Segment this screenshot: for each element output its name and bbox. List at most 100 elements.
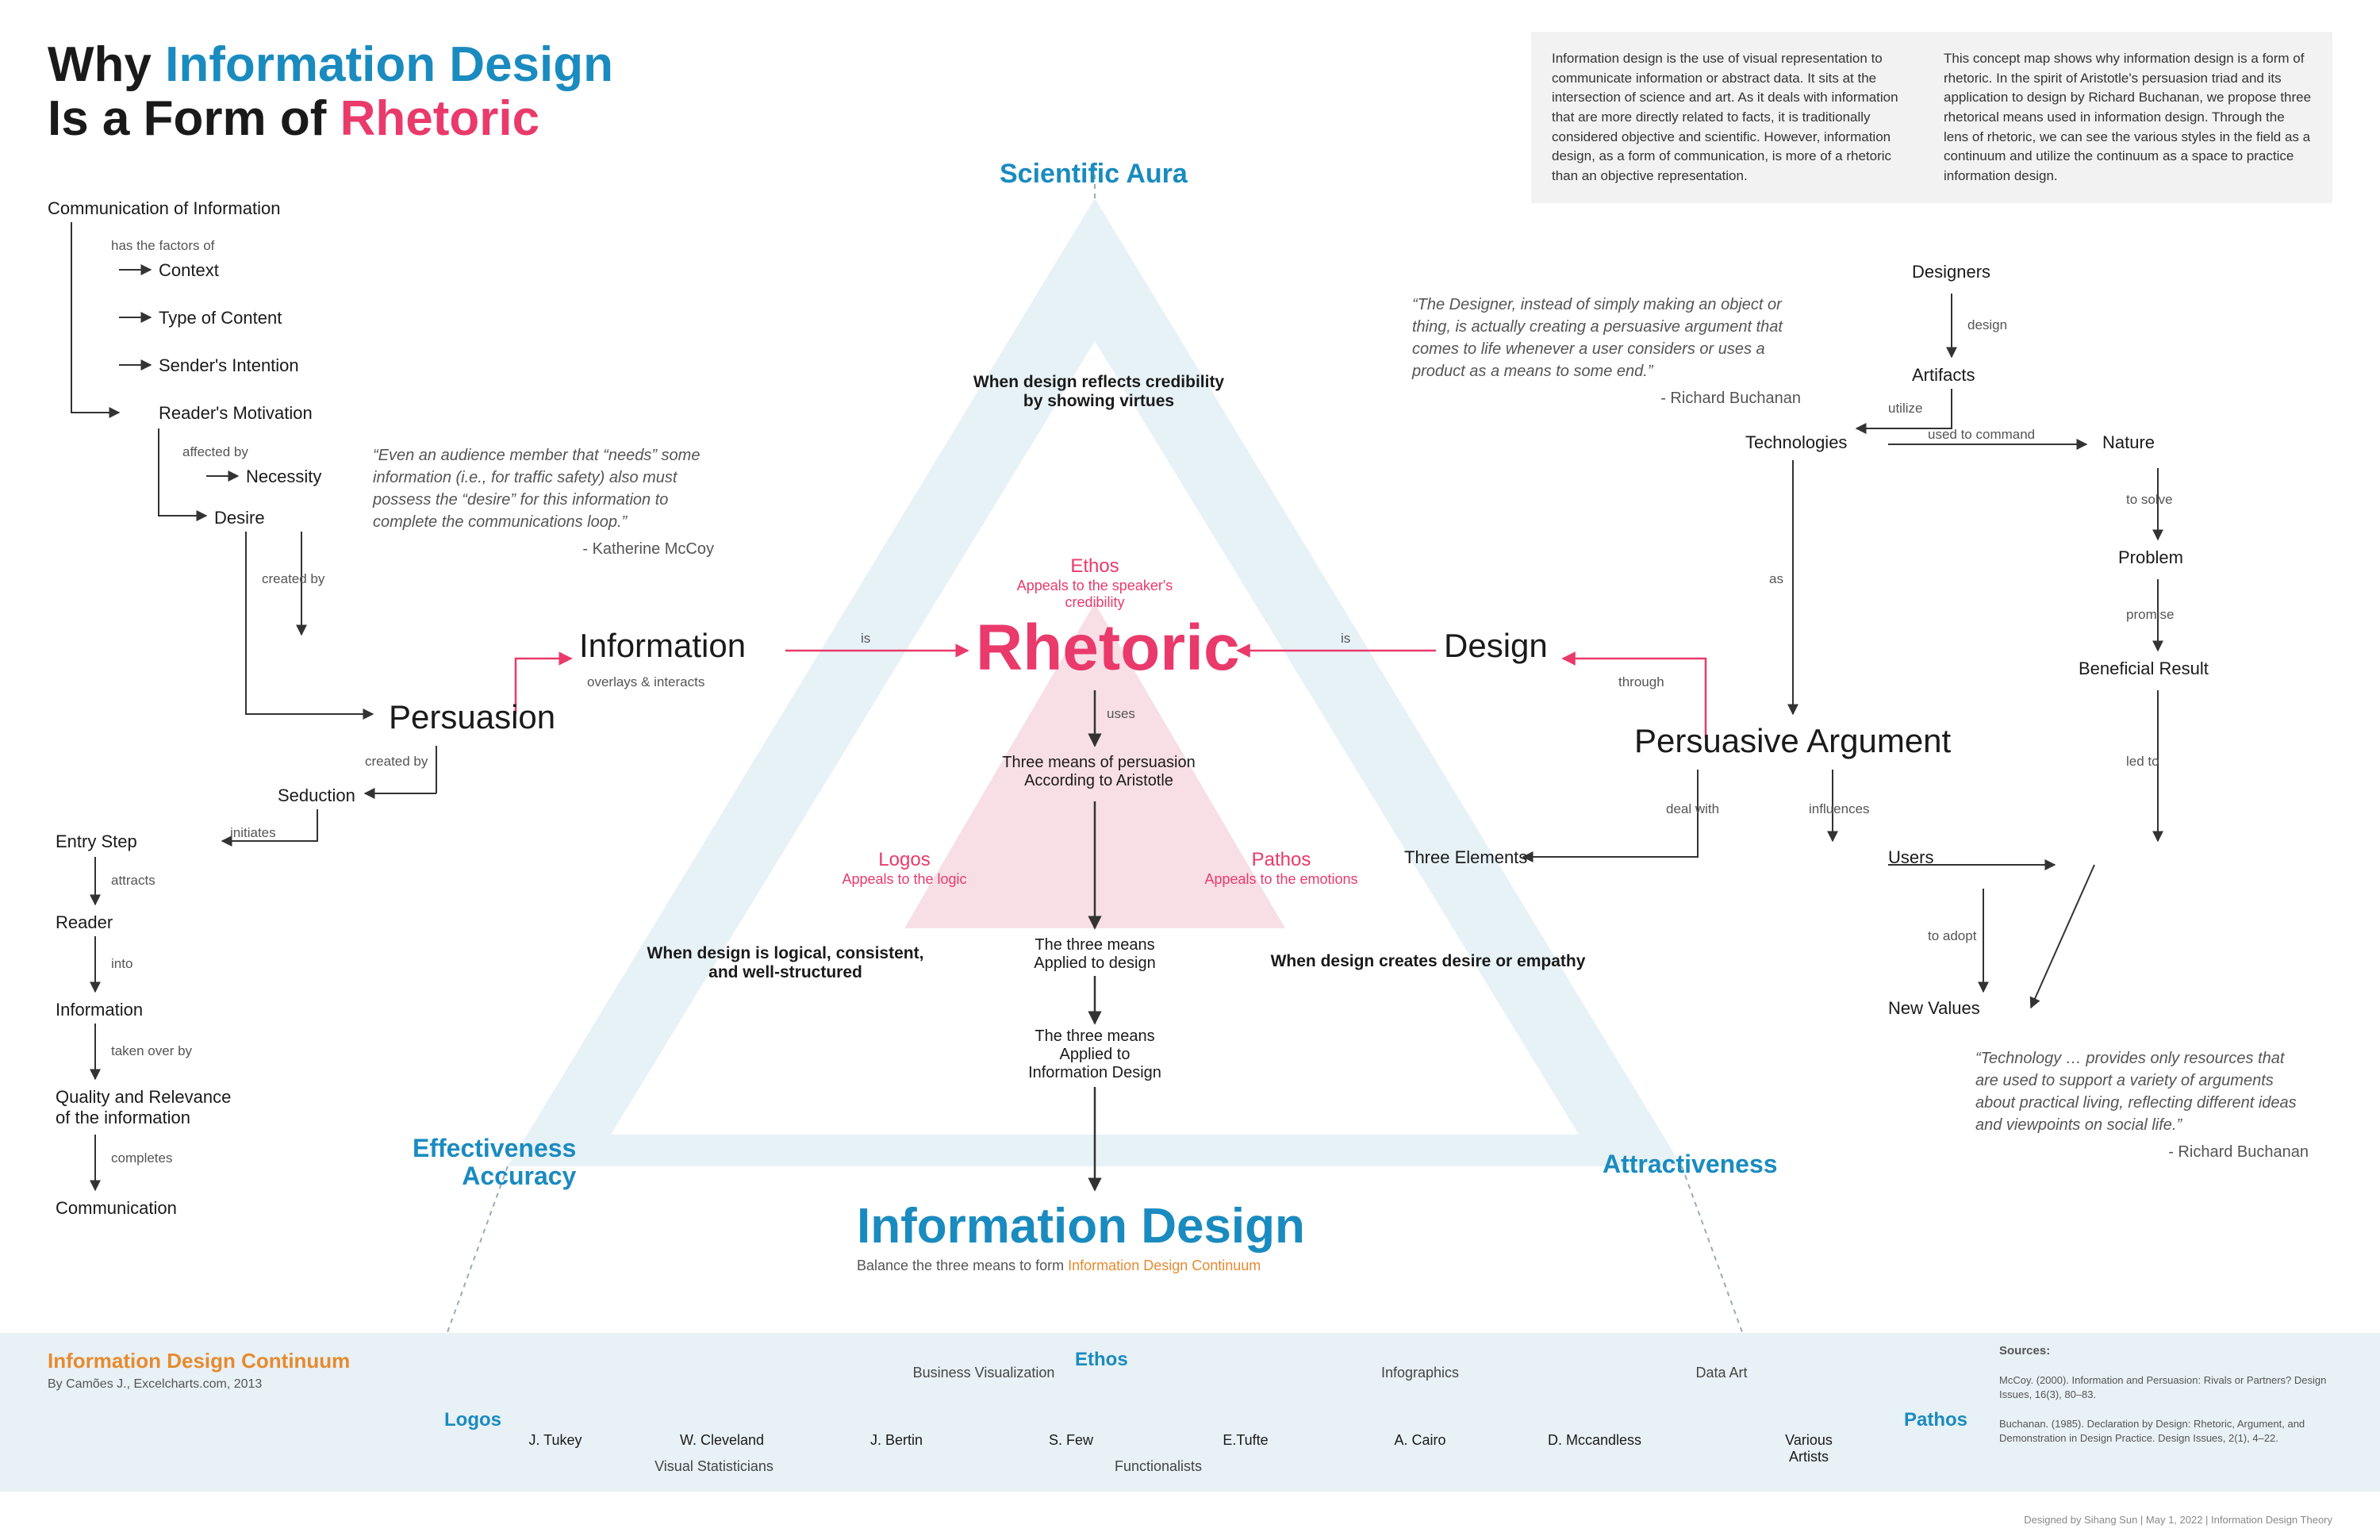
rf-3el: Three Elements — [1404, 847, 1527, 868]
t2b: Rhetoric — [340, 91, 539, 146]
rhetoric: Rhetoric — [976, 611, 1240, 686]
intro-col1: Information design is the use of visual … — [1552, 49, 1920, 186]
cn0: J. Tukey — [528, 1432, 582, 1449]
virtue-right: When design creates desire or empathy — [1261, 952, 1595, 971]
lf-over: overlays & interacts — [587, 674, 704, 690]
q-b1-attr: - Richard Buchanan — [1412, 387, 1801, 409]
t2a: Is a Form of — [48, 91, 340, 146]
lf-info2: Information — [56, 1000, 143, 1020]
ethos-s: Appeals to the speaker's credibility — [1015, 578, 1174, 611]
rf-as: as — [1769, 571, 1783, 587]
q-b2-attr: - Richard Buchanan — [1975, 1141, 2309, 1163]
lf-cb1: created by — [262, 571, 324, 587]
gt1: Infographics — [1381, 1365, 1459, 1381]
node-information: Information — [579, 627, 746, 665]
gt2: Data Art — [1695, 1365, 1747, 1381]
rf-newval: New Values — [1888, 998, 1980, 1019]
src-head: Sources: — [1999, 1344, 2050, 1358]
rf-users: Users — [1888, 847, 1933, 868]
node-design: Design — [1444, 627, 1548, 665]
lf-into: into — [111, 956, 132, 972]
lf-nec: Necessity — [246, 467, 321, 487]
rf-promise: promise — [2126, 607, 2174, 623]
lf-taken: taken over by — [111, 1043, 192, 1059]
gt0: Business Visualization — [913, 1365, 1055, 1381]
quote-buch2: “Technology … provides only resources th… — [1975, 1047, 2309, 1163]
src1: McCoy. (2000). Information and Persuasio… — [1999, 1374, 2326, 1400]
virtue-left: When design is logical, consistent, and … — [635, 944, 936, 982]
lf-entry: Entry Step — [56, 831, 137, 852]
lf-f3: Reader's Motivation — [159, 403, 313, 424]
lf-init: initiates — [230, 825, 276, 841]
bal-a: Balance the three means to form — [857, 1258, 1068, 1273]
pathos-s: Appeals to the emotions — [1190, 871, 1372, 888]
cn7: Various Artists — [1785, 1432, 1833, 1465]
sources: Sources: McCoy. (2000). Information and … — [1999, 1342, 2332, 1446]
lf-des: Desire — [214, 508, 265, 528]
rf-tech: Technologies — [1745, 432, 1847, 453]
cn2: J. Bertin — [870, 1432, 923, 1449]
applied-design: The three means Applied to design — [1015, 936, 1174, 973]
tri-left: Effectiveness Accuracy — [413, 1135, 576, 1190]
lf-f1: Type of Content — [159, 308, 282, 328]
q-b2-text: “Technology … provides only resources th… — [1975, 1050, 2297, 1134]
rf-nature: Nature — [2102, 432, 2155, 453]
lf-f0: Context — [159, 260, 219, 281]
rf-design: design — [1967, 317, 2007, 333]
rf-benefit: Beneficial Result — [2079, 659, 2209, 679]
lf-attr: attracts — [111, 873, 155, 889]
virtue-top: When design reflects credibility by show… — [952, 373, 1246, 411]
rf-deal: deal with — [1666, 801, 1719, 817]
gb0: Visual Statisticians — [654, 1458, 774, 1475]
continuum-by: By Camões J., Excelcharts.com, 2013 — [48, 1377, 262, 1392]
rf-ledto: led to — [2126, 754, 2159, 770]
three-means: Three means of persuasion According to A… — [1000, 754, 1198, 790]
continuum-title: Information Design Continuum — [48, 1349, 350, 1373]
logos-t: Logos — [878, 849, 930, 870]
cn6: D. Mccandless — [1548, 1432, 1641, 1449]
lf-cb2: created by — [365, 754, 428, 770]
lf-comp: completes — [111, 1150, 172, 1166]
is-left: is — [861, 631, 870, 647]
infodes-title: Information Design — [857, 1198, 1305, 1254]
credit: Designed by Sihang Sun | May 1, 2022 | I… — [2024, 1514, 2332, 1526]
uses: uses — [1107, 706, 1135, 722]
rf-solve: to solve — [2126, 492, 2173, 508]
is-right: is — [1341, 631, 1350, 647]
src2: Buchanan. (1985). Declaration by Design:… — [1999, 1418, 2305, 1444]
quote-buch1: “The Designer, instead of simply making … — [1412, 294, 1801, 409]
balance: Balance the three means to form Informat… — [857, 1258, 1261, 1274]
q-mccoy-text: “Even an audience member that “needs” so… — [373, 447, 700, 531]
intro-col2: This concept map shows why information d… — [1944, 49, 2312, 186]
cn3: S. Few — [1049, 1432, 1093, 1449]
lf-sed: Seduction — [278, 785, 355, 806]
node-persuasion: Persuasion — [389, 698, 555, 736]
rf-infl: influences — [1809, 801, 1870, 817]
tri-right: Attractiveness — [1603, 1150, 1778, 1178]
rf-designers: Designers — [1912, 262, 1990, 282]
logos: Logos Appeals to the logic — [825, 849, 984, 888]
cn5: A. Cairo — [1394, 1432, 1445, 1449]
q-mccoy-attr: - Katherine McCoy — [373, 538, 714, 560]
intro-box: Information design is the use of visual … — [1531, 32, 2332, 203]
gb1: Functionalists — [1115, 1458, 1202, 1475]
page-title: Why Information Design Is a Form of Rhet… — [48, 38, 613, 146]
node-persuasive: Persuasive Argument — [1634, 722, 1951, 760]
cn4: E.Tufte — [1223, 1432, 1268, 1449]
axis-logos: Logos — [444, 1409, 501, 1431]
q-b1-text: “The Designer, instead of simply making … — [1412, 296, 1783, 380]
t1b: Information Design — [165, 37, 613, 92]
rf-usedto: used to command — [1928, 427, 2035, 443]
bal-b: Information Design Continuum — [1068, 1258, 1261, 1273]
lf-f2: Sender's Intention — [159, 355, 299, 376]
lf-qual: Quality and Relevance of the information — [56, 1087, 231, 1128]
t1a: Why — [48, 37, 165, 92]
rf-utilize: utilize — [1888, 401, 1922, 417]
lf-comm: Communication — [56, 1198, 177, 1219]
lf-affby: affected by — [182, 444, 248, 460]
pathos: Pathos Appeals to the emotions — [1190, 849, 1372, 888]
rf-artifacts: Artifacts — [1912, 365, 1975, 386]
rf-adopt: to adopt — [1928, 928, 1976, 944]
applied-info: The three means Applied to Information D… — [1015, 1027, 1174, 1082]
lf-reader: Reader — [56, 912, 113, 933]
